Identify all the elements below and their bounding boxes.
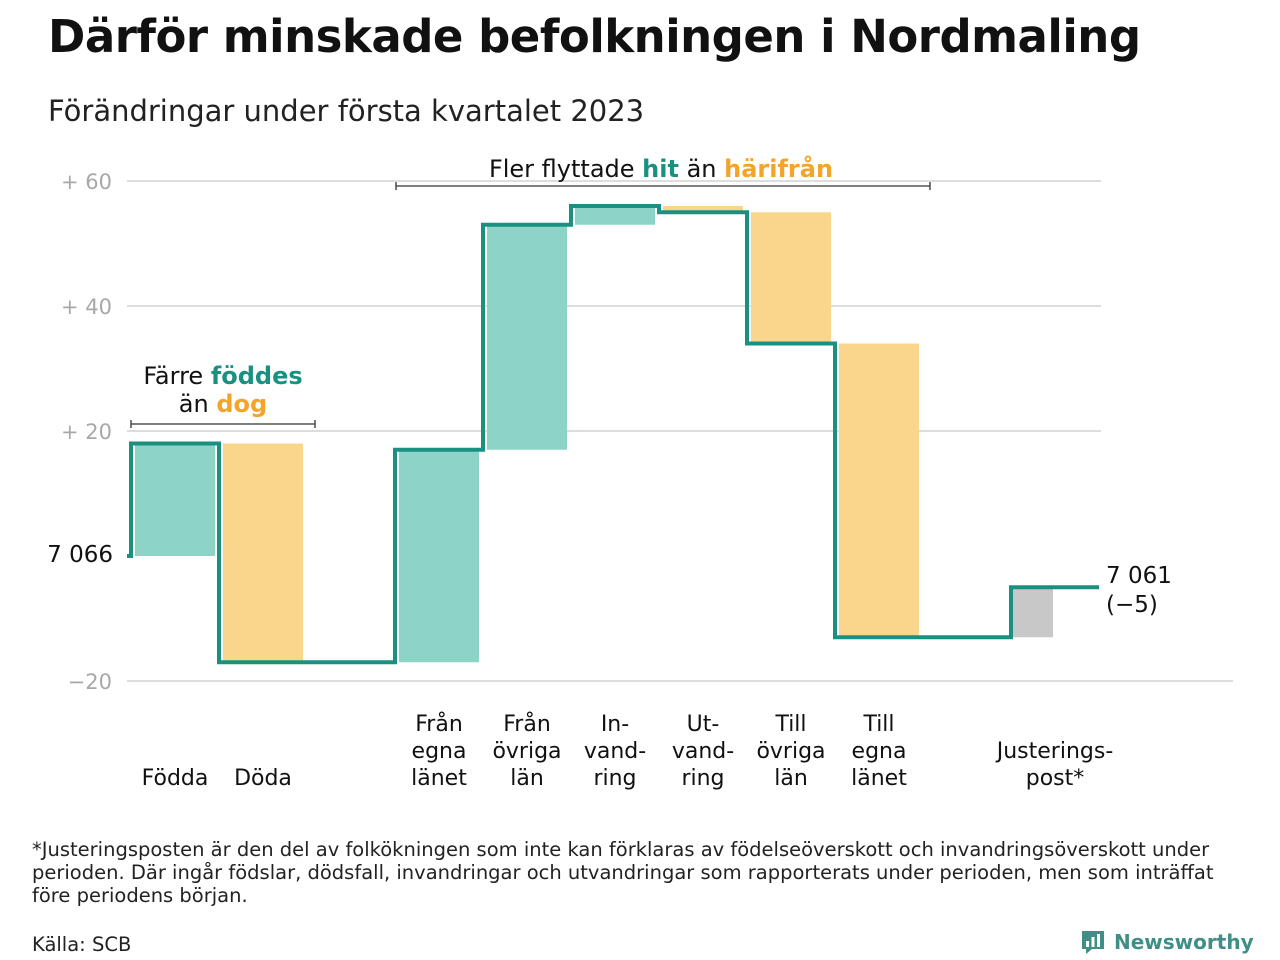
births-annotation-line2: än dog (179, 390, 267, 418)
chart-subtitle: Förändringar under första kvartalet 2023 (48, 94, 645, 128)
x-axis-label: Ut- (687, 712, 720, 737)
x-axis-label: Till (774, 712, 806, 737)
chart-title: Därför minskade befolkningen i Nordmalin… (48, 10, 1141, 63)
step-line (127, 204, 1099, 665)
x-axis-label: Födda (142, 766, 209, 791)
gridlines (127, 180, 1233, 682)
waterfall-bar (223, 443, 303, 663)
y-tick-label: + 60 (61, 170, 112, 194)
x-axis-label: post* (1026, 766, 1085, 791)
migration-annotation-harifran: härifrån (724, 154, 833, 183)
end-value-label: 7 061 (1106, 563, 1172, 589)
waterfall-bar (751, 212, 831, 344)
births-annotation-highlight2: dog (216, 390, 267, 418)
migration-annotation-prefix: Fler flyttade (489, 155, 642, 183)
start-value-label: 7 066 (47, 542, 113, 568)
migration-annotation-hit: hit (642, 155, 679, 183)
waterfall-bar (487, 224, 567, 450)
newsworthy-logo-icon (1082, 931, 1104, 954)
x-axis-label: Från (415, 711, 463, 737)
x-axis-label: ring (681, 766, 724, 791)
x-axis-label: Från (503, 711, 551, 737)
waterfall-bar (839, 343, 919, 638)
x-axis-label: län (774, 766, 808, 791)
x-axis-label: övriga (756, 739, 825, 764)
migration-annotation-middle: än (679, 155, 724, 183)
x-axis-label: vand- (584, 739, 646, 764)
waterfall-bar (1013, 587, 1053, 638)
waterfall-bar (663, 206, 743, 213)
x-axis-label: övriga (492, 739, 561, 764)
waterfall-bar (135, 443, 215, 556)
x-axis-label: In- (601, 712, 629, 737)
newsworthy-logo: Newsworthy (1080, 929, 1254, 955)
x-axis-label: länet (851, 766, 907, 791)
x-axis-label: län (510, 766, 544, 791)
births-annotation-line1: Färre föddes (143, 362, 302, 390)
footnote: *Justeringsposten är den del av folkökni… (32, 838, 1214, 907)
bars (135, 206, 1053, 663)
births-annotation-bracket (130, 420, 316, 428)
births-annotation-prefix2: än (179, 390, 217, 418)
births-annotation-highlight: föddes (211, 362, 303, 390)
x-axis-label: vand- (672, 739, 734, 764)
y-tick-label: + 40 (61, 295, 112, 319)
y-tick-label: −20 (68, 670, 112, 694)
x-axis-label: egna (412, 739, 467, 764)
migration-annotation-bracket (395, 182, 931, 190)
x-axis-label: Döda (234, 766, 292, 791)
x-axis-labels: Födda DödaFrånegnalänetFrånövrigalänIn-va… (142, 711, 1114, 791)
waterfall-bar (399, 449, 479, 663)
x-axis-label: egna (852, 739, 907, 764)
x-axis-label: länet (411, 766, 467, 791)
y-axis-ticks: + 60 + 40 + 20 −20 (61, 170, 112, 694)
step-line-path (127, 204, 1099, 665)
waterfall-chart: + 60+ 40+ 20−20 Födda DödaFrånegnalänetFr… (47, 154, 1233, 791)
migration-annotation: Fler flyttade hit än härifrån (489, 154, 833, 183)
x-axis-label: Justerings- (995, 739, 1114, 764)
newsworthy-logo-text: Newsworthy (1114, 930, 1254, 954)
births-annotation-prefix: Färre (143, 362, 211, 390)
x-axis-label: ring (593, 766, 636, 791)
y-tick-label: + 20 (61, 420, 112, 444)
x-axis-label: Till (862, 712, 894, 737)
source-note: Källa: SCB (32, 933, 132, 956)
end-change-label: (−5) (1106, 592, 1158, 618)
waterfall-bar (575, 206, 655, 225)
